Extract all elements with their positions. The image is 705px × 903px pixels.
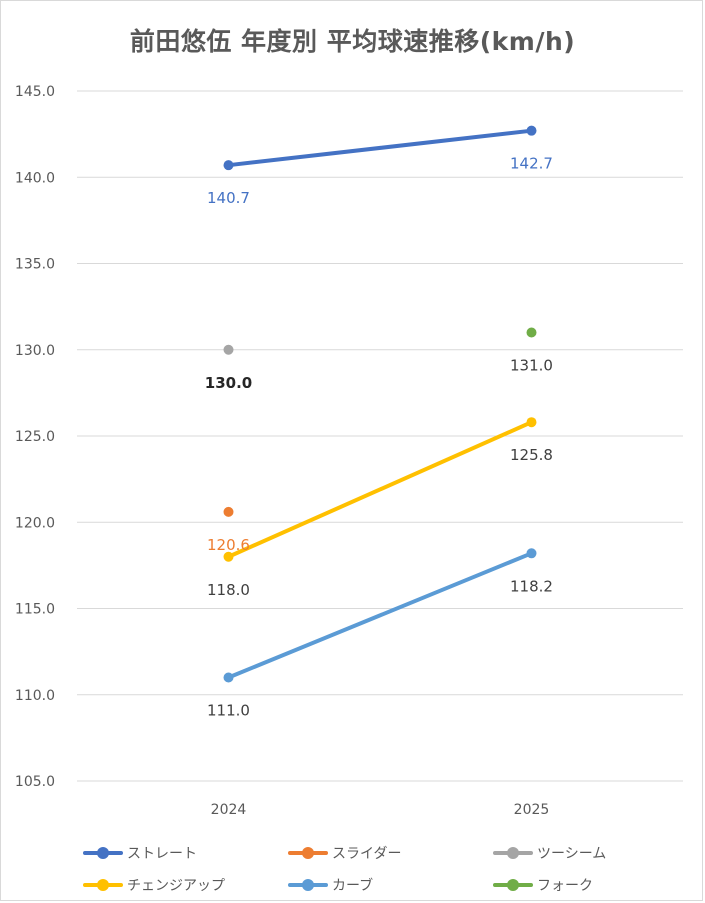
data-label: 142.7: [510, 155, 553, 173]
x-tick-label: 2025: [514, 802, 550, 818]
y-tick-label: 115.0: [15, 602, 55, 618]
legend-label: ストレート: [127, 846, 197, 862]
y-tick-label: 140.0: [15, 170, 55, 186]
chart-title: 前田悠伍 年度別 平均球速推移(km/h): [129, 27, 576, 56]
legend-marker-icon: [493, 878, 533, 892]
legend-item: スライダー: [288, 843, 401, 863]
data-point: [526, 125, 537, 136]
legend-label: スライダー: [332, 846, 402, 862]
legend-item: カーブ: [288, 875, 373, 895]
data-label: 131.0: [510, 357, 553, 375]
data-label: 130.0: [205, 374, 252, 392]
legend-marker-icon: [83, 846, 123, 860]
data-point: [526, 548, 537, 559]
data-label: 118.2: [510, 577, 553, 595]
y-tick-label: 130.0: [15, 343, 55, 359]
legend-item: ストレート: [83, 843, 197, 863]
legend-item: ツーシーム: [493, 843, 606, 863]
y-tick-label: 105.0: [15, 774, 55, 790]
series-line: [226, 551, 534, 680]
data-point: [223, 551, 234, 562]
data-point: [526, 327, 537, 338]
data-label: 125.8: [510, 446, 553, 464]
y-tick-label: 120.0: [15, 515, 55, 531]
x-tick-label: 2024: [211, 802, 247, 818]
series-line: [226, 128, 534, 168]
legend-marker-icon: [288, 878, 328, 892]
data-label: 140.7: [207, 189, 250, 207]
data-point: [223, 506, 234, 517]
legend-label: ツーシーム: [537, 846, 607, 862]
legend-marker-icon: [83, 878, 123, 892]
y-tick-label: 110.0: [15, 688, 55, 704]
y-tick-label: 145.0: [15, 84, 55, 100]
legend-marker-icon: [288, 846, 328, 860]
series-line: [226, 420, 534, 559]
data-label: 111.0: [207, 702, 250, 720]
legend-label: フォーク: [537, 878, 593, 894]
data-point: [526, 417, 537, 428]
legend-marker-icon: [493, 846, 533, 860]
data-label: 118.0: [207, 581, 250, 599]
data-point: [223, 160, 234, 171]
y-tick-label: 135.0: [15, 257, 55, 273]
legend-item: フォーク: [493, 875, 593, 895]
y-tick-label: 125.0: [15, 429, 55, 445]
data-point: [223, 672, 234, 683]
data-point: [223, 344, 234, 355]
legend-label: カーブ: [332, 878, 374, 894]
legend-label: チェンジアップ: [127, 878, 225, 894]
data-label: 120.6: [207, 536, 250, 554]
legend-item: チェンジアップ: [83, 875, 225, 895]
